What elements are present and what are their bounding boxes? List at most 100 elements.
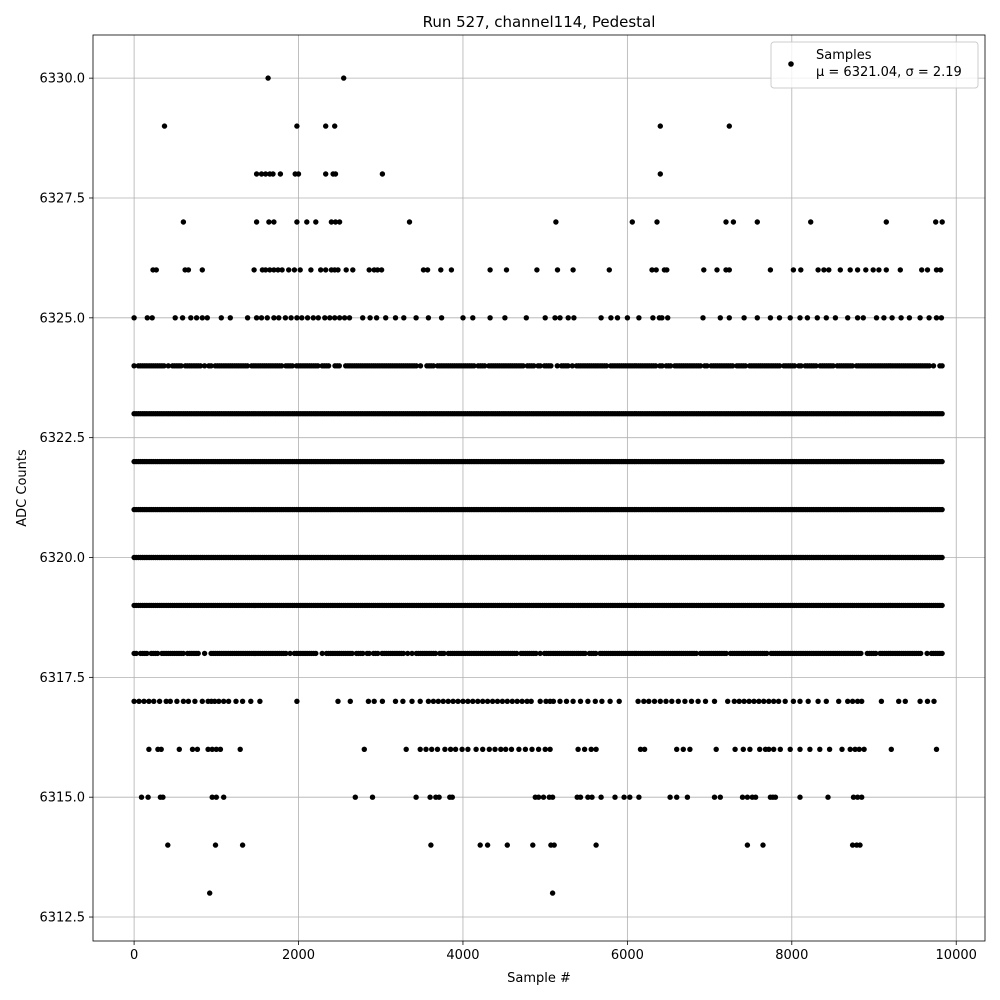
data-point <box>849 363 855 369</box>
data-point <box>553 219 559 225</box>
data-point <box>797 794 803 800</box>
data-point <box>897 267 903 273</box>
data-point <box>308 267 314 273</box>
data-point <box>185 267 192 273</box>
data-point <box>275 267 281 273</box>
chart-title: Run 527, channel114, Pedestal <box>423 13 656 31</box>
data-point <box>933 315 940 321</box>
data-point <box>764 650 770 657</box>
data-point <box>486 746 492 752</box>
data-point <box>146 698 152 704</box>
y-axis-label: ADC Counts <box>15 449 30 527</box>
data-point <box>165 363 171 369</box>
data-point <box>436 794 442 800</box>
data-point <box>470 315 476 321</box>
data-point <box>367 315 373 321</box>
data-point <box>492 746 498 752</box>
data-point <box>939 219 945 225</box>
data-point <box>542 315 548 321</box>
data-point <box>484 842 491 848</box>
data-point <box>253 219 260 225</box>
data-point <box>830 363 836 369</box>
data-point <box>593 746 599 752</box>
data-point <box>278 363 285 369</box>
data-point <box>460 698 466 704</box>
data-point <box>528 698 534 704</box>
data-point <box>776 363 783 369</box>
data-point <box>700 315 706 321</box>
data-point <box>790 698 797 704</box>
data-point <box>684 794 691 800</box>
data-point <box>470 698 476 704</box>
data-point <box>417 698 423 704</box>
data-point <box>450 698 456 704</box>
x-axis-label: Sample # <box>507 971 571 986</box>
data-point <box>641 698 647 704</box>
data-point <box>854 698 861 704</box>
data-point <box>845 315 851 321</box>
legend-stats: μ = 6321.04, σ = 2.19 <box>816 65 962 80</box>
data-point <box>933 267 940 273</box>
data-point <box>931 698 937 704</box>
data-point <box>930 363 937 369</box>
data-point <box>452 746 459 752</box>
data-point <box>766 698 772 704</box>
data-point <box>714 267 720 273</box>
data-point <box>761 698 767 704</box>
data-point <box>797 746 803 752</box>
data-point <box>315 315 321 321</box>
data-point <box>494 698 501 704</box>
data-point <box>551 842 557 848</box>
data-point <box>599 698 605 704</box>
x-tick-label: 0 <box>130 948 138 963</box>
data-point <box>775 698 782 704</box>
data-point <box>832 315 839 321</box>
data-point <box>552 315 558 321</box>
data-point <box>503 267 510 273</box>
data-point <box>432 650 439 657</box>
data-point <box>332 219 339 225</box>
data-point <box>448 267 455 273</box>
data-point <box>741 698 747 704</box>
data-point <box>751 698 757 704</box>
data-point <box>201 650 208 657</box>
data-point <box>289 363 295 369</box>
data-point <box>413 315 419 321</box>
data-point <box>651 698 658 704</box>
data-point <box>288 315 294 321</box>
data-point <box>524 698 530 704</box>
data-point <box>265 75 271 81</box>
data-point <box>350 267 356 273</box>
data-point <box>854 267 861 273</box>
data-point <box>442 746 448 752</box>
data-point <box>319 650 325 657</box>
data-point <box>459 746 465 752</box>
data-point <box>310 315 316 321</box>
data-point <box>861 746 867 752</box>
data-point <box>575 746 581 752</box>
data-point <box>847 746 853 752</box>
data-point <box>213 794 219 800</box>
data-point <box>174 698 180 704</box>
y-tick-label: 6327.5 <box>40 191 86 206</box>
data-point <box>608 315 614 321</box>
data-point <box>821 267 827 273</box>
data-point <box>732 746 738 752</box>
data-point <box>771 698 777 704</box>
data-point <box>406 219 413 225</box>
data-point <box>571 315 577 321</box>
data-point <box>589 794 595 800</box>
data-point <box>588 746 594 752</box>
data-point <box>133 650 139 657</box>
data-point <box>383 315 389 321</box>
data-point <box>138 794 145 800</box>
data-point <box>233 698 239 704</box>
data-point <box>440 698 446 704</box>
data-point <box>146 746 152 752</box>
data-point <box>271 315 277 321</box>
data-point <box>195 650 201 657</box>
data-point <box>341 75 347 81</box>
data-point <box>180 650 186 657</box>
data-point <box>221 698 227 704</box>
